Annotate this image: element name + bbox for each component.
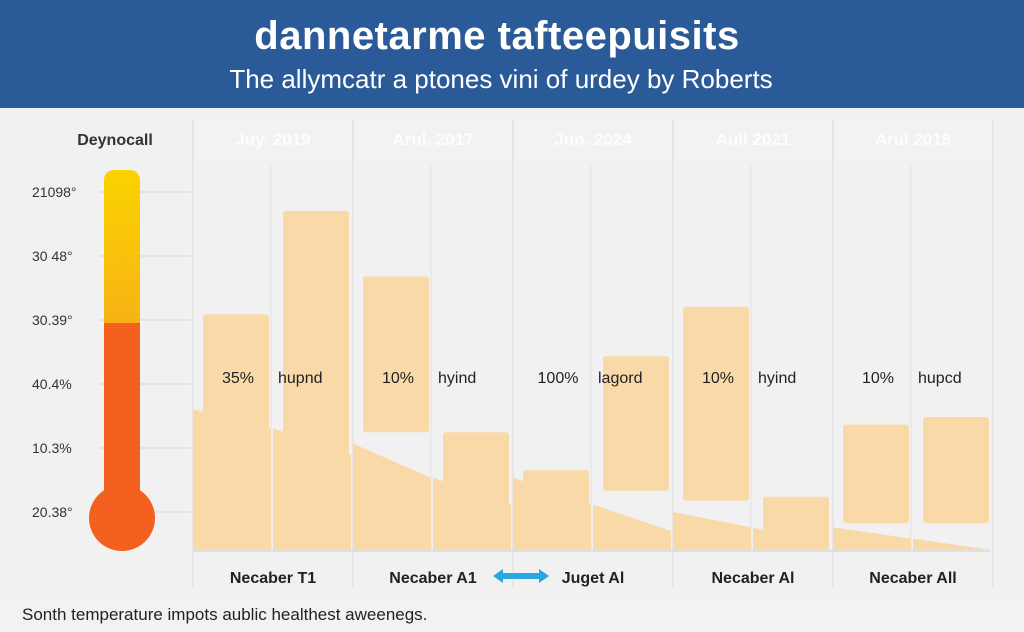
bar: [363, 276, 429, 433]
bar-base: [273, 428, 351, 550]
legend-label: hupcd: [918, 370, 962, 387]
legend-label: lagord: [598, 370, 642, 387]
header-panel: [194, 118, 352, 158]
chart-title: dannetarme tafteepuisits: [254, 14, 740, 58]
group-footer: Necaber All: [869, 570, 956, 587]
bar: [603, 356, 669, 491]
value-label: 10%: [702, 370, 734, 387]
bar: [923, 417, 989, 524]
bar-base: [673, 512, 751, 550]
value-label: 100%: [538, 370, 579, 387]
legend-label: hupnd: [278, 370, 323, 387]
thermometer-bulb: [89, 485, 155, 551]
gauge-label: Deynocall: [77, 132, 153, 149]
bar-base: [513, 477, 591, 550]
bar-base: [193, 409, 271, 550]
gauge-tick-label: 40.4%: [32, 376, 72, 392]
chart-header: dannetarme tafteepuisits The allymcatr a…: [0, 0, 1024, 108]
arrow-head-left: [493, 569, 503, 583]
chart-subtitle: The allymcatr a ptones vini of urdey by …: [229, 64, 773, 94]
bar: [683, 306, 749, 501]
legend-label: hyind: [438, 370, 476, 387]
arrow-head-right: [539, 569, 549, 583]
gauge-tick-label: 21098°: [32, 184, 77, 200]
bar-base: [593, 504, 671, 550]
gauge-tick-label: 30 48°: [32, 248, 73, 264]
chart-area: Deynocall 21098° 30 48° 30.39° 40.4% 10.3% 20.…: [0, 108, 1024, 598]
value-label: 10%: [382, 370, 414, 387]
bar-base: [833, 527, 911, 550]
group-footer: Necaber Al: [712, 570, 795, 587]
gauge-tick-label: 30.39°: [32, 312, 73, 328]
bar: [843, 424, 909, 524]
legend-label: hyind: [758, 370, 796, 387]
header-panel: [514, 118, 672, 158]
gauge-tick-label: 10.3%: [32, 440, 72, 456]
group-header: Jun. 2024: [554, 130, 632, 149]
footer-note: Sonth temperature impots aublic healthes…: [22, 605, 428, 624]
group-header: Arul 2019: [875, 130, 952, 149]
thermometer-tube: [104, 170, 140, 510]
group-footer: Juget Al: [562, 570, 625, 587]
header-panel: [834, 118, 992, 158]
header-panel: [354, 118, 512, 158]
group-header: Aull 2021: [716, 130, 791, 149]
bar-base: [753, 527, 831, 550]
value-label: 10%: [862, 370, 894, 387]
group-footer: Necaber T1: [230, 570, 316, 587]
bar-base: [913, 538, 991, 550]
value-label: 35%: [222, 370, 254, 387]
group-footer: Necaber A1: [389, 570, 477, 587]
bar-base: [433, 477, 511, 550]
group-header: Juy. 2019: [235, 130, 310, 149]
header-panel: [674, 118, 832, 158]
gauge-tick-label: 20.38°: [32, 504, 73, 520]
chart-svg: Deynocall 21098° 30 48° 30.39° 40.4% 10.3% 20.…: [32, 118, 994, 588]
bar-base: [353, 443, 431, 550]
group-header: Arul. 2017: [392, 130, 473, 149]
